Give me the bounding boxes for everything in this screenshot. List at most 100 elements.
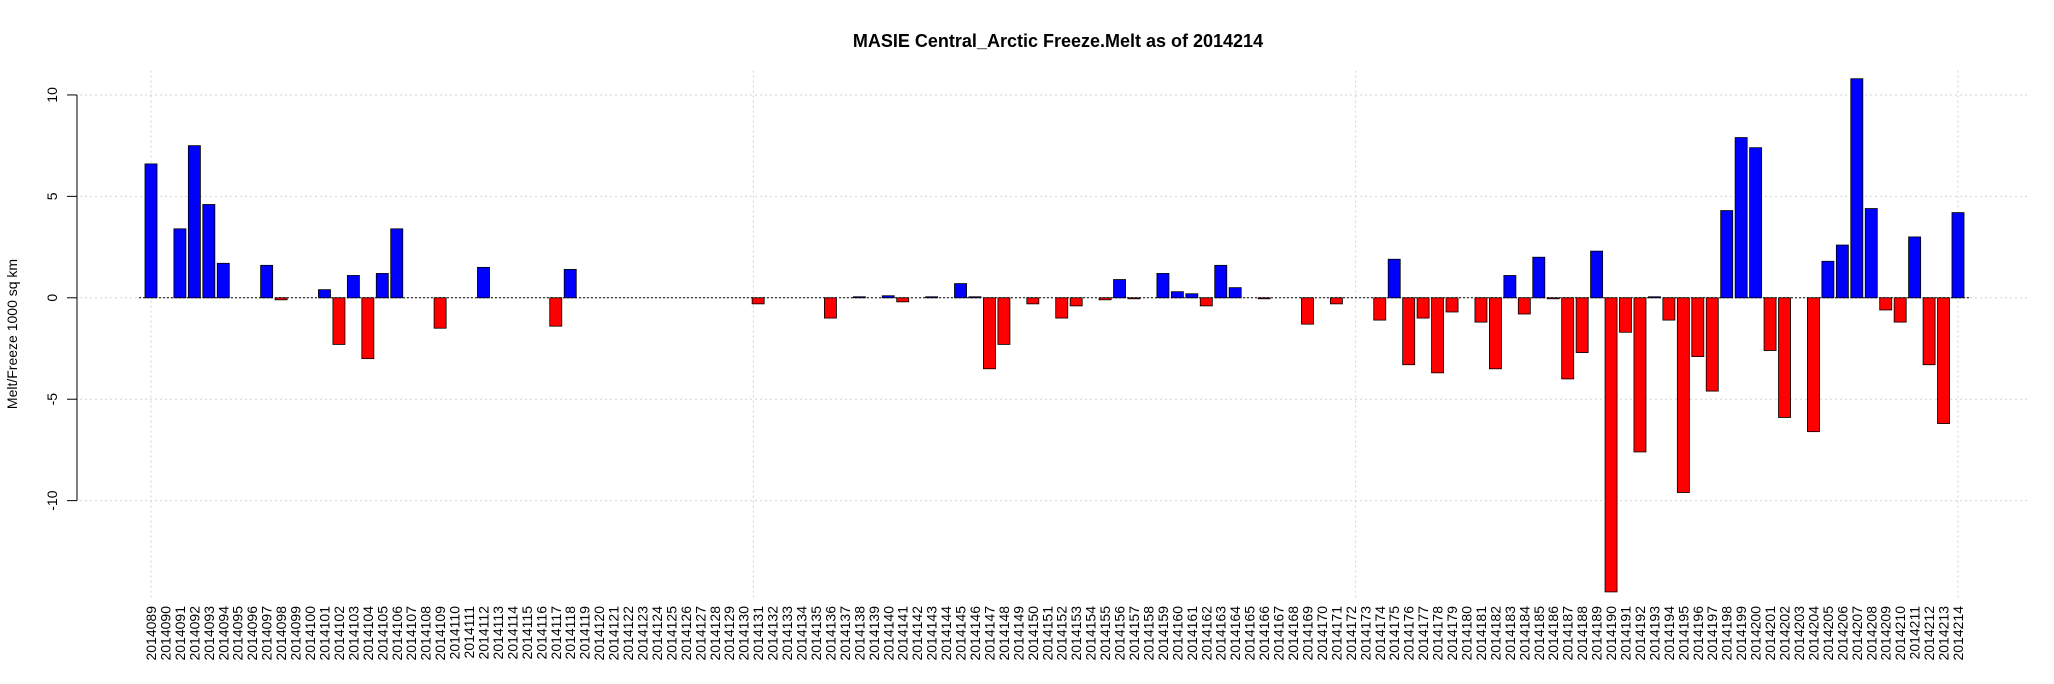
x-tick-label: 2014167 bbox=[1271, 606, 1287, 661]
y-axis-label: Melt/Freeze 1000 sq km bbox=[4, 259, 20, 409]
x-tick-label: 2014172 bbox=[1343, 606, 1359, 661]
bar bbox=[1214, 264, 1228, 299]
bar bbox=[1069, 297, 1083, 307]
x-tick-label: 2014111 bbox=[461, 606, 477, 659]
bar bbox=[216, 262, 230, 299]
chart-title: MASIE Central_Arctic Freeze.Melt as of 2… bbox=[853, 31, 1263, 51]
bar bbox=[1445, 297, 1459, 313]
x-tick-label: 2014208 bbox=[1863, 606, 1879, 661]
bar bbox=[1098, 297, 1112, 301]
bar bbox=[1156, 273, 1170, 299]
x-tick-label: 2014152 bbox=[1054, 606, 1070, 661]
x-tick-label: 2014195 bbox=[1675, 606, 1691, 661]
x-tick-label: 2014203 bbox=[1791, 606, 1807, 661]
x-tick-label: 2014142 bbox=[909, 606, 925, 661]
y-tick-label: 0 bbox=[44, 294, 60, 302]
bar bbox=[824, 297, 837, 319]
bar bbox=[1474, 297, 1488, 323]
x-tick-label: 2014126 bbox=[678, 606, 694, 661]
x-tick-label: 2014209 bbox=[1878, 606, 1894, 661]
x-tick-label: 2014196 bbox=[1690, 606, 1706, 661]
x-tick-label: 2014140 bbox=[880, 606, 896, 661]
x-tick-label: 2014145 bbox=[953, 606, 969, 661]
x-tick-label: 2014116 bbox=[533, 606, 549, 660]
x-tick-label: 2014102 bbox=[331, 606, 347, 661]
x-tick-label: 2014170 bbox=[1314, 606, 1330, 661]
bar bbox=[375, 273, 389, 299]
x-tick-label: 2014213 bbox=[1936, 606, 1952, 661]
x-tick-label: 2014097 bbox=[259, 606, 275, 661]
x-tick-label: 2014185 bbox=[1531, 606, 1547, 661]
x-tick-label: 2014101 bbox=[316, 606, 332, 661]
y-tick-label: 5 bbox=[44, 192, 60, 200]
x-tick-label: 2014211 bbox=[1907, 606, 1923, 660]
bar bbox=[274, 297, 288, 301]
bar bbox=[1590, 250, 1604, 299]
bar bbox=[1170, 291, 1184, 299]
x-tick-label: 2014204 bbox=[1805, 606, 1821, 661]
bar bbox=[1561, 297, 1575, 380]
x-tick-label: 2014164 bbox=[1227, 606, 1243, 661]
x-tick-label: 2014214 bbox=[1950, 606, 1966, 661]
bar bbox=[1301, 297, 1314, 325]
x-tick-label: 2014103 bbox=[345, 606, 361, 661]
bar bbox=[852, 296, 866, 299]
bar bbox=[477, 266, 490, 299]
x-tick-label: 2014155 bbox=[1097, 606, 1113, 661]
x-tick-label: 2014136 bbox=[822, 606, 838, 661]
x-tick-label: 2014132 bbox=[765, 606, 781, 661]
x-tick-label: 2014109 bbox=[432, 606, 448, 661]
bar bbox=[1850, 78, 1864, 299]
bar bbox=[1503, 275, 1517, 299]
x-tick-label: 2014157 bbox=[1126, 606, 1142, 661]
x-tick-label: 2014112 bbox=[475, 606, 491, 660]
x-tick-label: 2014189 bbox=[1589, 606, 1605, 661]
bar bbox=[346, 275, 360, 299]
x-tick-label: 2014190 bbox=[1603, 606, 1619, 661]
bar bbox=[1691, 297, 1705, 358]
x-tick-label: 2014154 bbox=[1083, 606, 1099, 661]
bar bbox=[1113, 279, 1126, 299]
x-tick-label: 2014098 bbox=[273, 606, 289, 661]
x-tick-label: 2014151 bbox=[1039, 606, 1055, 661]
x-tick-label: 2014094 bbox=[215, 606, 231, 661]
bar bbox=[1720, 210, 1734, 299]
bar bbox=[1517, 297, 1531, 315]
x-tick-label: 2014202 bbox=[1777, 606, 1793, 661]
x-tick-label: 2014158 bbox=[1140, 606, 1156, 661]
x-tick-label: 2014197 bbox=[1704, 606, 1720, 661]
bar bbox=[1055, 297, 1069, 319]
bar bbox=[1199, 297, 1213, 307]
x-tick-label: 2014134 bbox=[794, 606, 810, 661]
x-tick-label: 2014162 bbox=[1198, 606, 1214, 661]
x-tick-label: 2014176 bbox=[1401, 606, 1417, 661]
bar bbox=[202, 204, 216, 299]
bar bbox=[332, 297, 346, 345]
x-tick-label: 2014106 bbox=[389, 606, 405, 661]
bar bbox=[1575, 297, 1589, 353]
x-tick-label: 2014149 bbox=[1010, 606, 1026, 661]
x-tick-label: 2014161 bbox=[1184, 606, 1200, 661]
x-tick-label: 2014135 bbox=[808, 606, 824, 661]
bar bbox=[1532, 256, 1546, 299]
x-tick-label: 2014141 bbox=[895, 606, 911, 661]
x-tick-label: 2014110 bbox=[447, 606, 463, 660]
bar bbox=[1604, 297, 1618, 593]
x-tick-label: 2014191 bbox=[1618, 606, 1634, 661]
bar bbox=[173, 228, 187, 299]
x-tick-label: 2014169 bbox=[1299, 606, 1315, 661]
x-tick-label: 2014124 bbox=[649, 606, 665, 661]
y-tick-label: 10 bbox=[44, 87, 60, 103]
x-tick-label: 2014113 bbox=[490, 606, 506, 660]
x-tick-label: 2014173 bbox=[1357, 606, 1373, 661]
y-tick-label: -10 bbox=[44, 490, 60, 510]
bar bbox=[1026, 297, 1040, 305]
x-tick-label: 2014121 bbox=[606, 606, 622, 661]
x-tick-label: 2014160 bbox=[1169, 606, 1185, 661]
x-tick-label: 2014180 bbox=[1458, 606, 1474, 661]
x-tick-label: 2014187 bbox=[1560, 606, 1576, 661]
x-tick-label: 2014090 bbox=[157, 606, 173, 661]
bar bbox=[1373, 297, 1387, 321]
x-tick-label: 2014125 bbox=[663, 606, 679, 661]
bar bbox=[1619, 297, 1632, 333]
